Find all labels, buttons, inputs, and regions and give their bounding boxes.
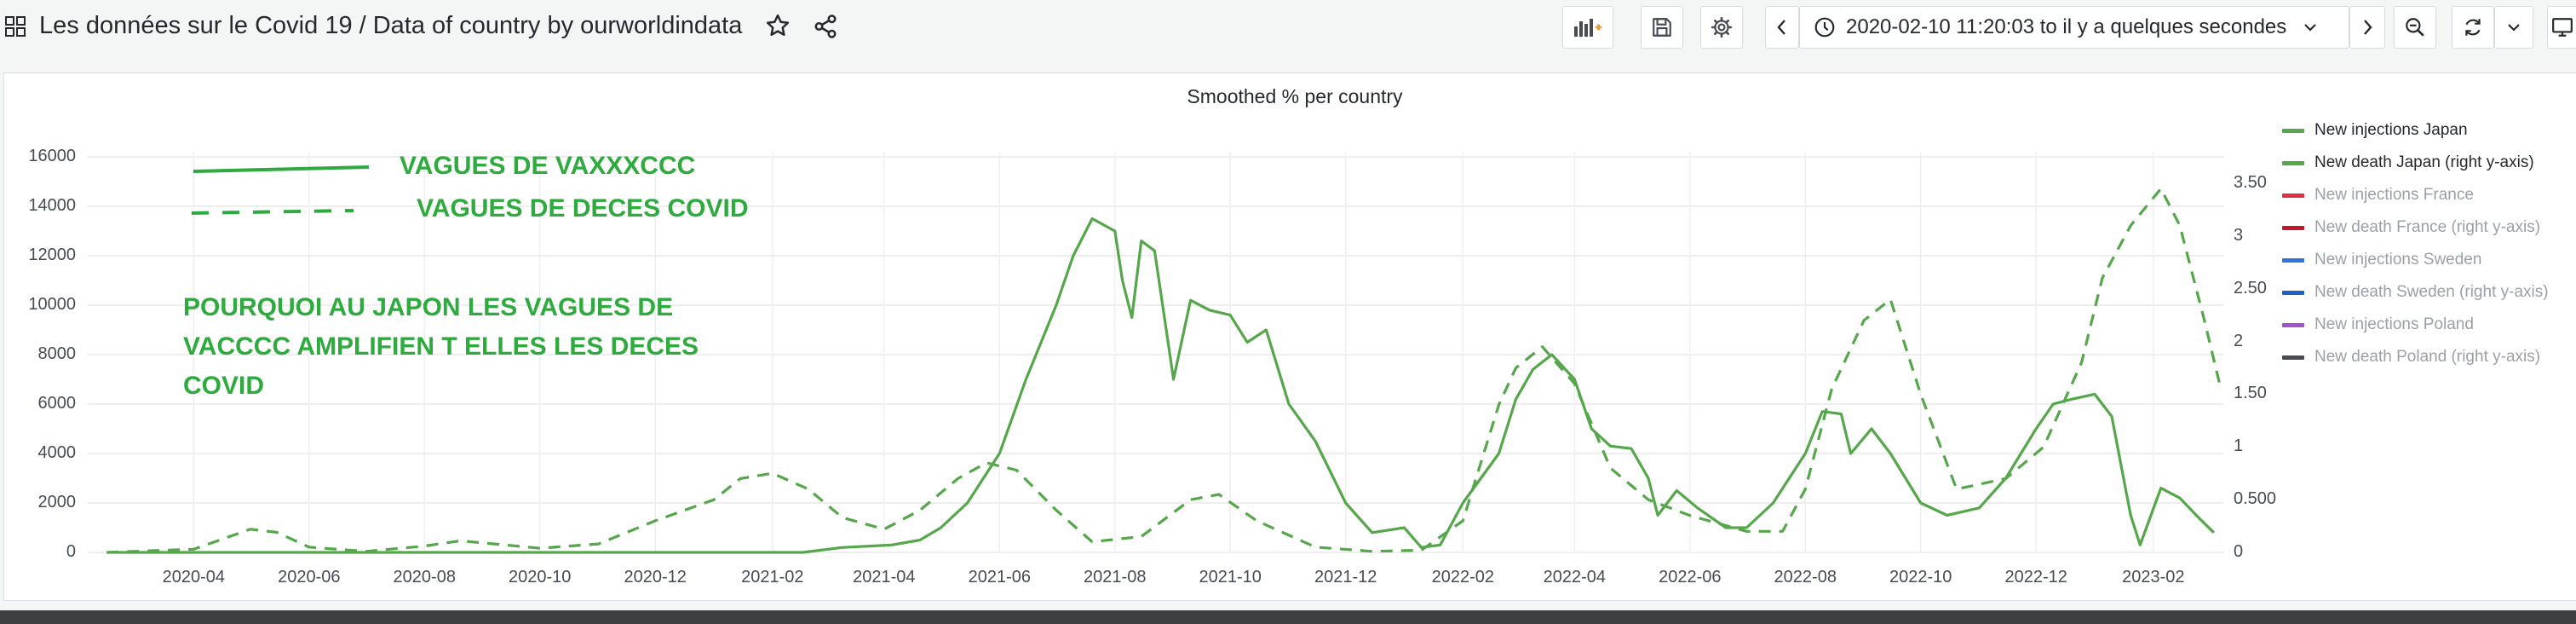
x-tick-label: 2022-04 <box>1543 568 1607 586</box>
annotation-key-lines <box>191 165 370 215</box>
y-left-tick-label: 4000 <box>37 443 77 462</box>
refresh-button[interactable] <box>2452 6 2494 49</box>
legend-swatch <box>2282 128 2304 133</box>
legend-label: New death Japan (right y-axis) <box>2314 153 2534 171</box>
refresh-interval-picker[interactable] <box>2494 6 2533 49</box>
legend-label: New death France (right y-axis) <box>2314 218 2541 236</box>
legend-swatch <box>2282 160 2304 165</box>
y-left-tick-label: 16000 <box>28 147 76 165</box>
chevron-down-icon <box>2304 24 2317 32</box>
legend-label: New injections Poland <box>2314 315 2474 333</box>
legend-swatch <box>2282 193 2304 198</box>
grid-icon[interactable] <box>5 16 26 37</box>
legend-swatch <box>2282 322 2304 327</box>
annotation-question-line-3: COVID <box>183 372 265 400</box>
legend-item[interactable]: New injections France <box>2282 182 2474 208</box>
y-left-tick-label: 10000 <box>28 295 76 314</box>
x-tick-label: 2020-08 <box>393 568 456 586</box>
time-range-picker[interactable]: 2020-02-10 11:20:03 to il y a quelques s… <box>1799 6 2349 49</box>
x-tick-label: 2021-02 <box>741 568 804 586</box>
annotation-solid-line <box>193 165 370 173</box>
annotation-question-line-1: POURQUOI AU JAPON LES VAGUES DE <box>183 293 674 321</box>
chart-plot[interactable] <box>4 73 2576 602</box>
y-right-tick-label: 3 <box>2234 225 2244 245</box>
clock-icon <box>1814 17 1835 38</box>
y-right-tick-label: 0.500 <box>2234 489 2277 509</box>
legend-item[interactable]: New death Sweden (right y-axis) <box>2282 280 2549 305</box>
legend-item[interactable]: New death France (right y-axis) <box>2282 215 2540 240</box>
annotation-question-line-2: VACCCC AMPLIFIEN T ELLES LES DECES <box>183 332 699 361</box>
legend-label: New death Sweden (right y-axis) <box>2314 283 2549 301</box>
x-tick-label: 2022-08 <box>1774 568 1837 586</box>
x-tick-label: 2022-06 <box>1659 568 1722 586</box>
x-tick-label: 2023-02 <box>2122 568 2185 586</box>
add-panel-icon <box>1574 19 1601 37</box>
y-left-tick-label: 6000 <box>37 394 77 413</box>
y-left-tick-label: 8000 <box>37 344 77 363</box>
panel-title[interactable]: Smoothed % per country <box>1187 85 1403 107</box>
dashboard-title[interactable]: Les données sur le Covid 19 / Data of co… <box>39 12 743 39</box>
save-icon <box>1653 18 1671 37</box>
legend-item[interactable]: New death Poland (right y-axis) <box>2282 344 2540 370</box>
y-right-tick-label: 3.50 <box>2234 173 2267 193</box>
x-tick-label: 2021-08 <box>1084 568 1147 586</box>
time-shift-forward-button[interactable] <box>2349 6 2385 49</box>
star-icon[interactable] <box>765 13 791 38</box>
y-right-tick-label: 0 <box>2234 542 2244 561</box>
legend-swatch <box>2282 290 2304 295</box>
legend-item[interactable]: New death Japan (right y-axis) <box>2282 150 2534 176</box>
y-right-tick-label: 2 <box>2234 331 2244 350</box>
x-tick-label: 2020-12 <box>624 568 687 586</box>
tv-mode-button[interactable] <box>2547 6 2576 49</box>
y-left-tick-label: 0 <box>66 542 76 561</box>
legend-swatch <box>2282 257 2304 263</box>
zoom-out-button[interactable] <box>2394 6 2436 49</box>
y-left-tick-label: 12000 <box>28 246 76 264</box>
time-shift-back-button[interactable] <box>1765 6 1799 49</box>
annotation-dashed-line <box>191 209 354 215</box>
x-tick-label: 2022-12 <box>2004 568 2067 586</box>
legend-label: New injections Japan <box>2314 121 2468 139</box>
legend-item[interactable]: New injections Japan <box>2282 118 2468 143</box>
y-left-tick-label: 2000 <box>37 493 77 511</box>
series-line-1[interactable] <box>106 187 2222 554</box>
legend-item[interactable]: New injections Poland <box>2282 312 2474 338</box>
legend-label: New death Poland (right y-axis) <box>2314 348 2541 366</box>
x-tick-label: 2021-06 <box>968 568 1031 586</box>
share-icon[interactable] <box>813 14 838 39</box>
zoom-out-icon <box>2406 18 2424 37</box>
chevron-left-icon <box>1777 20 1785 35</box>
legend-label: New injections Sweden <box>2314 251 2482 269</box>
time-range-label: 2020-02-10 11:20:03 to il y a quelques s… <box>1846 15 2287 38</box>
save-dashboard-button[interactable] <box>1641 6 1683 49</box>
x-tick-label: 2022-02 <box>1431 568 1495 586</box>
dashboard-settings-button[interactable] <box>1700 6 1743 49</box>
x-tick-label: 2021-10 <box>1199 568 1262 586</box>
x-tick-label: 2021-12 <box>1314 568 1377 586</box>
dashboard-toolbar: Les données sur le Covid 19 / Data of co… <box>0 0 2576 56</box>
refresh-icon <box>2465 19 2481 36</box>
x-tick-label: 2022-10 <box>1889 568 1952 586</box>
y-right-tick-label: 1.50 <box>2234 384 2267 403</box>
x-tick-label: 2020-04 <box>162 568 226 586</box>
taskbar-strip <box>0 610 2576 624</box>
y-left-tick-label: 14000 <box>28 196 76 215</box>
y-right-tick-label: 1 <box>2234 436 2244 456</box>
x-tick-label: 2020-10 <box>509 568 572 586</box>
y-right-tick-label: 2.50 <box>2234 278 2267 298</box>
x-tick-label: 2021-04 <box>853 568 916 586</box>
x-tick-label: 2020-06 <box>278 568 341 586</box>
chevron-down-icon <box>2508 24 2520 32</box>
legend-item[interactable]: New injections Sweden <box>2282 247 2481 273</box>
annotation-death-waves: VAGUES DE DECES COVID <box>417 194 749 222</box>
legend-swatch <box>2282 355 2304 360</box>
annotation-vax-waves: VAGUES DE VAXXXCCC <box>400 152 696 180</box>
legend-label: New injections France <box>2314 186 2474 204</box>
chevron-right-icon <box>2364 20 2372 35</box>
monitor-icon <box>2551 18 2573 37</box>
add-panel-button[interactable] <box>1562 6 1613 49</box>
legend-swatch <box>2282 225 2304 230</box>
graph-panel: Smoothed % per country 0 2000 4000 6000 8000… <box>3 72 2576 601</box>
gear-icon <box>1711 16 1733 38</box>
